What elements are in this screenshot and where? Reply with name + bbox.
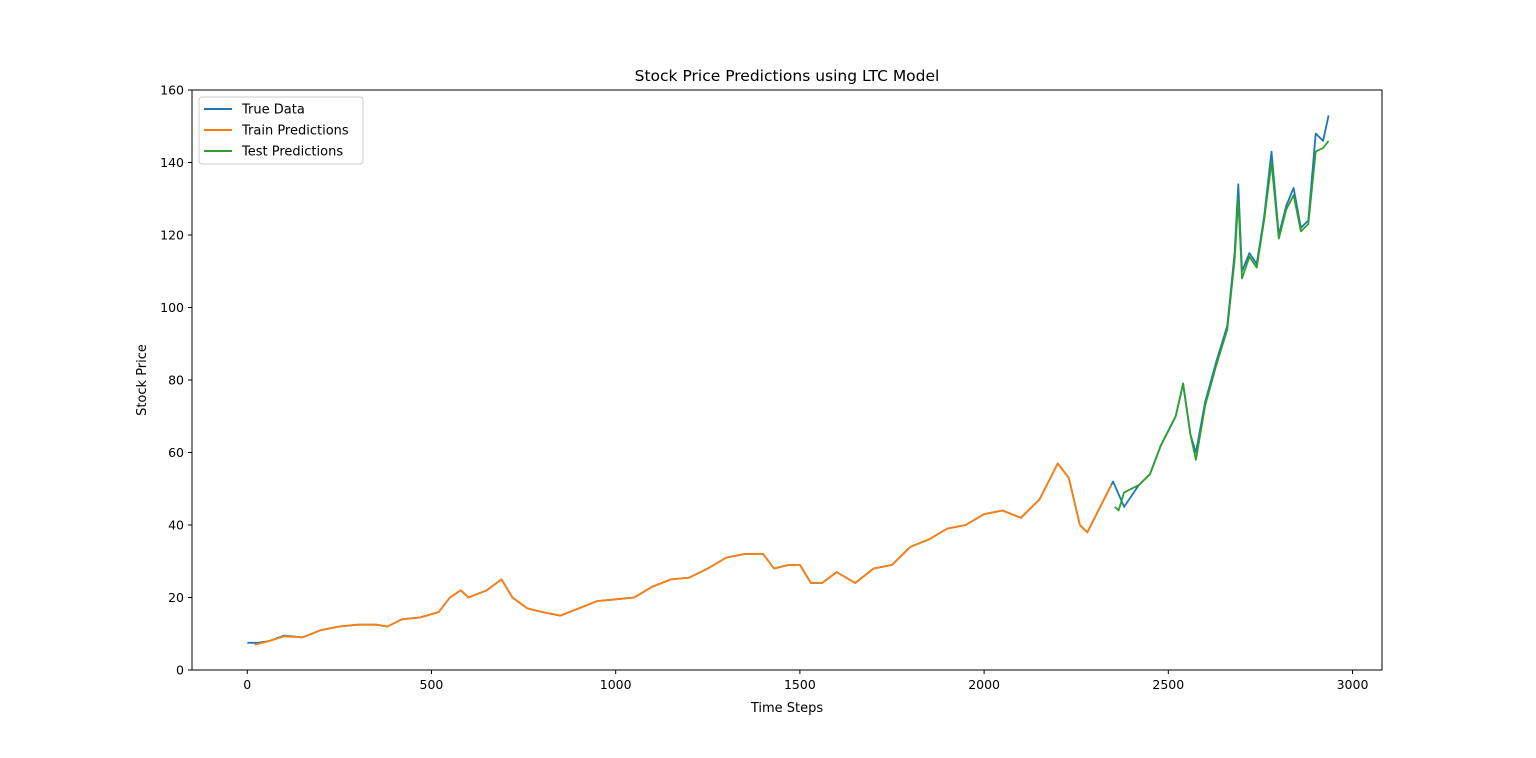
x-axis: 0 500 1000 1500 2000 2500 3000	[243, 670, 1368, 692]
y-tick-label: 20	[168, 590, 184, 605]
x-tick-label: 1500	[784, 677, 816, 692]
y-tick-label: 160	[160, 83, 184, 98]
x-axis-label: Time Steps	[750, 701, 824, 716]
y-tick-label: 100	[160, 300, 184, 315]
legend-label: Train Predictions	[241, 124, 349, 139]
chart-title: Stock Price Predictions using LTC Model	[635, 67, 940, 85]
y-tick-label: 0	[176, 663, 184, 678]
x-tick-label: 2000	[968, 677, 1000, 692]
plot-frame	[191, 89, 1383, 671]
y-axis: 0 20 40 60 80 100 120 140 160	[160, 83, 192, 678]
series-layer	[247, 115, 1330, 646]
y-tick-label: 80	[168, 373, 184, 388]
series-line-train-predictions	[254, 462, 1113, 646]
legend-box	[198, 96, 364, 165]
x-tick-label: 0	[243, 677, 251, 692]
x-tick-label: 3000	[1337, 677, 1369, 692]
series-line-true-data	[247, 115, 1330, 644]
legend-label: Test Predictions	[241, 145, 343, 160]
x-tick-label: 1000	[600, 677, 632, 692]
x-tick-label: 2500	[1152, 677, 1184, 692]
y-axis-label: Stock Price	[135, 344, 150, 416]
y-tick-label: 40	[168, 518, 184, 533]
legend: True Data Train Predictions Test Predictio…	[198, 96, 364, 165]
x-tick-label: 500	[420, 677, 444, 692]
y-tick-label: 120	[160, 228, 184, 243]
y-tick-label: 60	[168, 445, 184, 460]
y-tick-label: 140	[160, 155, 184, 170]
series-line-test-predictions	[1114, 140, 1330, 512]
legend-label: True Data	[241, 103, 305, 118]
